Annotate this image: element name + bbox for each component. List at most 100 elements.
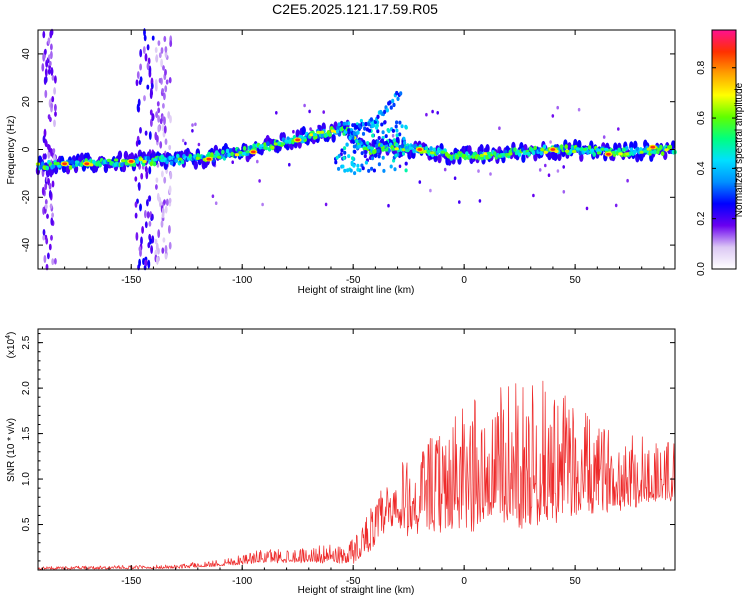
heatmap-cell	[432, 147, 437, 153]
heatmap-cell	[437, 150, 442, 154]
spectrogram-y-axis: -40 -20 0 20 40	[21, 48, 675, 252]
heatmap-cell	[148, 220, 152, 227]
heatmap-cell	[50, 217, 54, 226]
heatmap-cell	[389, 164, 393, 169]
heatmap-cell	[41, 63, 45, 72]
heatmap-cell	[376, 114, 380, 120]
heatmap-cell	[144, 130, 148, 136]
heatmap-cell	[425, 112, 428, 117]
heatmap-cell	[398, 164, 402, 169]
heatmap-cell	[51, 258, 55, 266]
heatmap-cell	[308, 109, 311, 114]
heatmap-cell	[380, 143, 384, 148]
spectrogram-panel: -150 -100 -50 0 50 -40 -20 0 20 40 Height of str…	[6, 28, 677, 296]
heatmap-cell	[146, 199, 149, 207]
heatmap-cell	[259, 144, 264, 148]
heatmap-cell	[382, 141, 386, 146]
snr-panel: -150 -100 -50 0 50 0.5 1.0 1.5 2.0 2.5 Height of…	[5, 328, 676, 596]
heatmap-cell	[158, 196, 162, 204]
heatmap-cell	[266, 141, 270, 147]
heatmap-cell	[44, 198, 48, 205]
heatmap-cell	[144, 53, 148, 62]
heatmap-cell	[280, 142, 286, 146]
heatmap-cell	[138, 139, 141, 145]
heatmap-cell	[489, 172, 492, 176]
heatmap-cell	[146, 155, 151, 161]
spectrogram-heatmap	[35, 28, 677, 271]
heatmap-cell	[149, 238, 153, 245]
heatmap-cell	[437, 154, 442, 164]
heatmap-cell	[404, 145, 408, 150]
heatmap-cell	[532, 193, 535, 198]
heatmap-cell	[377, 136, 381, 140]
heatmap-cell	[263, 146, 268, 150]
heatmap-cell	[146, 84, 150, 90]
heatmap-cell	[556, 105, 559, 110]
heatmap-cell	[295, 138, 301, 142]
colorbar-tick-label: 0.8	[696, 60, 707, 74]
heatmap-cell	[51, 163, 56, 169]
heatmap-cell	[408, 146, 414, 150]
heatmap-cell	[367, 168, 371, 173]
heatmap-cell	[389, 105, 393, 110]
heatmap-cell	[68, 165, 73, 170]
heatmap-cell	[575, 147, 580, 151]
heatmap-cell	[343, 150, 347, 155]
heatmap-cell	[549, 140, 552, 144]
heatmap-cell	[161, 88, 165, 94]
heatmap-cell	[157, 229, 161, 239]
heatmap-cell	[586, 149, 590, 155]
heatmap-cell	[600, 147, 605, 151]
heatmap-cell	[144, 259, 147, 266]
heatmap-cell	[160, 220, 164, 228]
heatmap-cell	[402, 136, 406, 141]
svg-text:(x104): (x104)	[5, 332, 17, 359]
heatmap-cell	[540, 148, 545, 152]
heatmap-cell	[347, 130, 351, 135]
heatmap-cell	[43, 254, 47, 264]
heatmap-cell	[371, 133, 375, 138]
heatmap-cell	[84, 162, 90, 166]
y-tick-label: -20	[21, 190, 32, 205]
heatmap-cell	[155, 111, 159, 118]
heatmap-cell	[356, 130, 360, 135]
heatmap-cell	[152, 161, 157, 167]
heatmap-cell	[140, 236, 143, 245]
heatmap-cell	[134, 176, 138, 182]
heatmap-cell	[614, 203, 618, 208]
heatmap-cell	[395, 120, 399, 125]
heatmap-cell	[44, 76, 48, 83]
heatmap-cell	[44, 153, 47, 160]
heatmap-cell	[589, 148, 595, 152]
x-tick-label: 0	[461, 576, 467, 587]
heatmap-cell	[163, 125, 167, 134]
heatmap-cell	[556, 169, 560, 173]
heatmap-cell	[436, 111, 440, 115]
heatmap-cell	[383, 120, 387, 125]
heatmap-cell	[493, 151, 497, 157]
heatmap-cell	[143, 95, 146, 102]
heatmap-cell	[255, 159, 259, 164]
heatmap-cell	[301, 126, 306, 135]
heatmap-cell	[343, 146, 347, 151]
x-tick-label: 50	[570, 275, 582, 286]
heatmap-cell	[562, 165, 565, 169]
colorbar-tick-label: 0.0	[696, 262, 707, 276]
heatmap-cell	[611, 150, 616, 155]
heatmap-cell	[391, 133, 395, 138]
heatmap-cell	[213, 154, 218, 158]
heatmap-cell	[370, 156, 375, 161]
heatmap-cell	[629, 147, 634, 153]
heatmap-cell	[180, 159, 185, 165]
heatmap-cell	[134, 212, 138, 219]
heatmap-cell	[50, 43, 53, 51]
heatmap-cell	[353, 149, 357, 154]
heatmap-cell	[143, 34, 147, 42]
heatmap-cell	[168, 225, 171, 234]
heatmap-cell	[328, 132, 332, 138]
heatmap-cell	[606, 152, 611, 156]
heatmap-cell	[157, 107, 161, 114]
heatmap-cell	[345, 142, 349, 147]
heatmap-cell	[221, 149, 225, 155]
heatmap-cell	[160, 47, 164, 54]
